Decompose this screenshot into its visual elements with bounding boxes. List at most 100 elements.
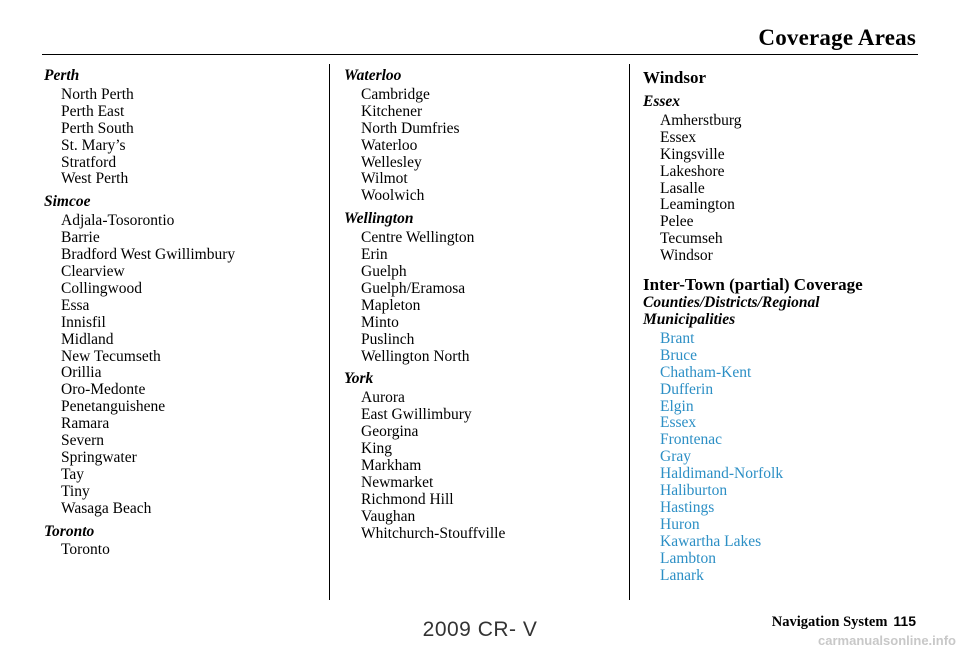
municipality-list: Centre Wellington Erin Guelph Guelph/Eramos…	[361, 229, 614, 365]
footer-nav-label: Navigation System	[771, 614, 888, 630]
category-heading: Perth	[44, 67, 80, 84]
county-link[interactable]: Haliburton	[660, 482, 728, 500]
municipality-item: Kingsville	[660, 145, 725, 163]
municipality-item: New Tecumseth	[61, 347, 161, 365]
municipality-item: Leamington	[660, 196, 735, 214]
municipality-item: Tecumseh	[660, 230, 723, 248]
municipality-item: Woolwich	[361, 187, 425, 205]
municipality-item: Toronto	[61, 541, 110, 559]
site-watermark: carmanualsonline.info	[818, 633, 956, 648]
municipality-item: Innisfil	[61, 313, 106, 331]
county-link[interactable]: Gray	[660, 448, 691, 466]
municipality-item: Perth East	[61, 102, 125, 120]
municipality-list: Cambridge Kitchener North Dumfries Waterloo…	[361, 85, 614, 205]
municipality-item: Whitchurch-Stouffville	[361, 524, 506, 542]
footer-navigation: Navigation System 115	[772, 613, 916, 631]
municipality-item: Guelph	[361, 262, 407, 280]
municipality-item: King	[361, 440, 392, 458]
municipality-item: Springwater	[61, 448, 137, 466]
county-link[interactable]: Frontenac	[660, 431, 722, 449]
municipality-item: Pelee	[660, 213, 694, 231]
municipality-item: Barrie	[61, 229, 100, 247]
column-1: Perth North Perth Perth East Perth South St.…	[44, 67, 314, 559]
municipality-item: Georgina	[361, 423, 419, 441]
header-rule	[42, 54, 918, 55]
municipality-item: Wellesley	[361, 153, 422, 171]
municipality-item: Centre Wellington	[361, 229, 475, 247]
municipality-item: Adjala-Tosorontio	[61, 212, 175, 230]
municipality-item: Vaughan	[361, 507, 416, 525]
municipality-item: Windsor	[660, 247, 713, 265]
municipality-item: Tiny	[61, 482, 90, 500]
county-link[interactable]: Chatham-Kent	[660, 363, 752, 381]
county-link[interactable]: Haldimand-Norfolk	[660, 465, 784, 483]
municipality-item: Lasalle	[660, 179, 705, 197]
municipality-item: Cambridge	[361, 85, 430, 103]
municipality-item: Midland	[61, 330, 114, 348]
category-heading: Toronto	[44, 522, 95, 540]
municipality-item: Richmond Hill	[361, 490, 454, 508]
municipality-item: Clearview	[61, 262, 125, 280]
column-3: Windsor Essex Amherstburg Essex Kingsville…	[643, 68, 923, 584]
municipality-item: Stratford	[61, 153, 117, 171]
column-divider	[629, 64, 630, 600]
section-title-inter-town: Inter-Town (partial) Coverage	[643, 275, 863, 295]
category-heading: York	[344, 370, 374, 388]
municipality-item: Lakeshore	[660, 162, 725, 180]
county-link[interactable]: Bruce	[660, 346, 698, 364]
municipality-item: Wilmot	[361, 170, 408, 188]
municipality-item: Ramara	[61, 415, 110, 433]
municipality-item: Newmarket	[361, 473, 434, 491]
municipality-list: North Perth Perth East Perth South St. Mary…	[61, 85, 314, 188]
category-heading: Wellington	[344, 210, 414, 228]
municipality-item: Bradford West Gwillimbury	[61, 246, 236, 264]
municipality-item: Perth South	[61, 119, 134, 137]
municipality-list: Amherstburg Essex Kingsville Lakeshore Lasal…	[660, 111, 923, 265]
municipality-item: Oro-Medonte	[61, 381, 146, 399]
subheading: Municipalities	[643, 310, 736, 328]
column-divider	[329, 64, 330, 600]
municipality-item: Essex	[660, 128, 697, 146]
municipality-item: Severn	[61, 432, 105, 450]
county-link-list: Brant Bruce Chatham-Kent Dufferin Elgin Essex…	[660, 329, 923, 585]
municipality-item: Kitchener	[361, 102, 423, 120]
municipality-item: Markham	[361, 456, 422, 474]
county-link[interactable]: Essex	[660, 414, 697, 432]
municipality-item: Amherstburg	[660, 111, 742, 129]
page-title: Coverage Areas	[758, 25, 916, 50]
municipality-item: East Gwillimbury	[361, 406, 472, 424]
municipality-item: North Perth	[61, 85, 134, 103]
section-title-windsor: Windsor	[643, 68, 706, 87]
municipality-list: Toronto	[61, 542, 314, 559]
county-link[interactable]: Dufferin	[660, 380, 714, 398]
municipality-item: Essa	[61, 296, 90, 314]
municipality-item: Orillia	[61, 364, 102, 382]
municipality-item: Waterloo	[361, 136, 418, 154]
county-link[interactable]: Huron	[660, 515, 700, 533]
municipality-item: North Dumfries	[361, 119, 460, 137]
county-link[interactable]: Lambton	[660, 549, 716, 567]
county-link[interactable]: Hastings	[660, 498, 715, 516]
county-link[interactable]: Elgin	[660, 397, 694, 415]
municipality-item: Collingwood	[61, 279, 142, 297]
subheading: Counties/Districts/Regional	[643, 294, 820, 312]
municipality-item: Erin	[361, 246, 388, 264]
model-watermark: 2009 CR- V	[422, 618, 538, 641]
municipality-item: Minto	[361, 313, 399, 331]
municipality-item: Aurora	[361, 389, 405, 407]
municipality-item: Puslinch	[361, 330, 415, 348]
category-heading: Waterloo	[344, 67, 402, 84]
county-link[interactable]: Kawartha Lakes	[660, 532, 762, 550]
municipality-item: Wasaga Beach	[61, 499, 152, 517]
county-link[interactable]: Brant	[660, 329, 695, 347]
municipality-list: Adjala-Tosorontio Barrie Bradford West Gwi…	[61, 212, 314, 517]
municipality-item: St. Mary’s	[61, 136, 126, 154]
municipality-item: Tay	[61, 465, 85, 483]
category-heading: Simcoe	[44, 193, 91, 211]
municipality-item: Wellington North	[361, 347, 470, 365]
category-heading: Essex	[643, 93, 681, 110]
municipality-item: Penetanguishene	[61, 398, 166, 416]
county-link[interactable]: Lanark	[660, 566, 704, 584]
municipality-item: Guelph/Eramosa	[361, 279, 466, 297]
municipality-item: West Perth	[61, 170, 129, 188]
